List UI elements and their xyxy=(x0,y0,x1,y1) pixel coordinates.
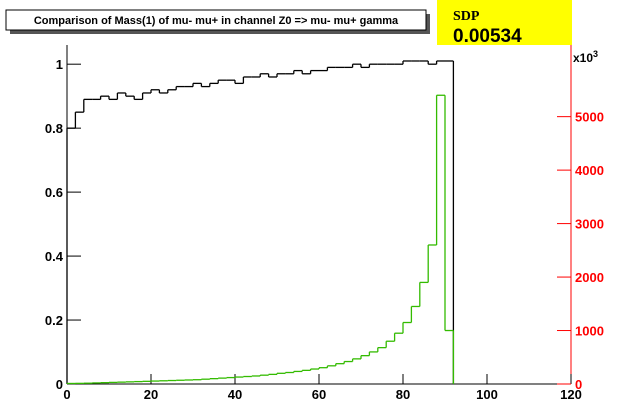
bin-edges xyxy=(66,95,455,384)
y2-tick-label: 5000 xyxy=(575,110,604,125)
x-tick-label: 0 xyxy=(63,387,70,402)
x-tick-label: 80 xyxy=(396,387,410,402)
y-tick-label: 0 xyxy=(56,377,63,392)
x-tick-label: 60 xyxy=(312,387,326,402)
stat-label: SDP xyxy=(453,9,480,24)
y2-tick-label: 1000 xyxy=(575,324,604,339)
y2-tick-label: 3000 xyxy=(575,217,604,232)
y2-tick-label: 2000 xyxy=(575,270,604,285)
y-tick-label: 0.4 xyxy=(45,249,64,264)
bin-edges xyxy=(66,60,455,384)
y-tick-label: 1 xyxy=(56,57,63,72)
x-tick-label: 20 xyxy=(144,387,158,402)
y-tick-label: 0.2 xyxy=(45,313,63,328)
y2-multiplier: x103 xyxy=(573,49,598,65)
chart-title: Comparison of Mass(1) of mu- mu+ in chan… xyxy=(34,15,399,27)
y2-multiplier-exp: 3 xyxy=(593,49,598,59)
y2-tick-label: 4000 xyxy=(575,163,604,178)
stat-box xyxy=(437,0,572,45)
x-tick-label: 120 xyxy=(560,387,582,402)
y2-tick-label: 0 xyxy=(575,377,582,392)
stat-value: 0.00534 xyxy=(453,26,522,47)
title-box xyxy=(5,9,427,31)
y2-multiplier-base: x10 xyxy=(573,51,593,65)
y-tick-label: 0.6 xyxy=(45,185,63,200)
x-tick-label: 40 xyxy=(228,387,242,402)
x-tick-label: 100 xyxy=(476,387,498,402)
y-tick-label: 0.8 xyxy=(45,121,63,136)
